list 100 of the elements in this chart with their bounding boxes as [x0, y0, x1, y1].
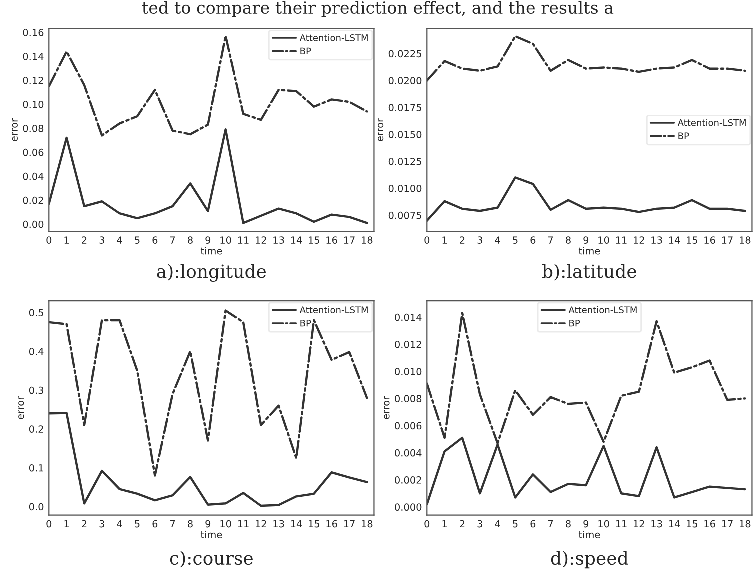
y-tick-label: 0.010: [395, 368, 422, 376]
x-tick-label: 15: [687, 520, 698, 528]
y-tick-label: 0.004: [395, 449, 422, 457]
x-tick-label: 17: [722, 520, 733, 528]
x-tick-label: 3: [100, 236, 104, 244]
y-tick-label: 0.4: [29, 348, 44, 356]
x-tick-label: 14: [291, 236, 302, 244]
x-tick-label: 9: [206, 520, 211, 528]
x-tick-label: 5: [513, 236, 518, 244]
x-tick-label: 2: [460, 236, 465, 244]
y-axis-title: error: [378, 118, 384, 142]
y-tick-label: 0.06: [23, 148, 44, 156]
x-tick-label: 16: [704, 520, 716, 528]
y-axis-title: error: [12, 118, 18, 142]
x-tick-label: 16: [704, 236, 716, 244]
x-tick-label: 6: [152, 520, 158, 528]
line-series: [427, 176, 746, 222]
legend-label: BP: [678, 132, 690, 140]
y-tick-label: 0.0100: [388, 184, 422, 192]
x-tick-label: 13: [274, 236, 284, 244]
x-tick-label: 17: [722, 236, 733, 244]
legend-label: Attention-LSTM: [300, 306, 368, 314]
y-tick-label: 0.0200: [388, 77, 422, 85]
x-tick-label: 7: [170, 520, 176, 528]
x-tick-label: 7: [548, 520, 554, 528]
x-tick-label: 8: [188, 520, 193, 528]
x-tick-label: 7: [170, 236, 176, 244]
legend-label: BP: [300, 48, 312, 54]
x-tick-label: 17: [344, 236, 355, 244]
x-axis-title: time: [578, 530, 600, 538]
x-tick-label: 3: [100, 520, 104, 528]
x-tick-label: 1: [64, 520, 69, 528]
x-tick-label: 8: [566, 236, 571, 244]
x-tick-label: 5: [513, 520, 518, 528]
x-tick-label: 10: [220, 236, 232, 244]
y-tick-label: 0.04: [23, 172, 44, 180]
y-axis-title: error: [18, 396, 24, 420]
text: d):speed: [551, 551, 628, 569]
x-tick-label: 11: [616, 520, 627, 528]
x-axis-title: time: [200, 530, 222, 538]
x-tick-label: 3: [478, 236, 482, 244]
x-tick-label: 18: [362, 236, 373, 244]
y-tick-label: 0.2: [29, 426, 44, 433]
x-tick-label: 13: [652, 236, 662, 244]
line-series: [49, 128, 368, 224]
x-axis-title: time: [200, 247, 222, 255]
legend-label: Attention-LSTM: [568, 306, 637, 314]
x-tick-label: 16: [326, 520, 338, 528]
x-tick-label: 11: [238, 236, 249, 244]
x-tick-label: 18: [740, 520, 751, 528]
y-tick-label: 0.008: [395, 395, 422, 403]
y-tick-label: 0.00: [23, 220, 44, 228]
y-tick-label: 0.006: [395, 422, 422, 430]
text: ted to compare their prediction effect, and the results a: [142, 1, 614, 18]
x-tick-label: 17: [344, 520, 355, 528]
x-tick-label: 6: [530, 520, 536, 528]
x-tick-label: 4: [117, 520, 122, 528]
x-tick-label: 1: [442, 520, 448, 528]
x-tick-label: 1: [442, 236, 448, 244]
y-tick-label: 0.002: [395, 476, 422, 484]
x-tick-label: 12: [256, 236, 266, 244]
y-tick-label: 0.0175: [388, 104, 422, 112]
y-tick-label: 0.014: [395, 314, 422, 322]
x-tick-label: 7: [548, 236, 554, 244]
x-tick-label: 0: [424, 520, 430, 528]
x-tick-label: 14: [669, 520, 680, 528]
y-tick-label: 0.0225: [388, 50, 422, 58]
x-tick-label: 12: [634, 236, 644, 244]
x-tick-label: 13: [274, 520, 284, 528]
x-tick-label: 10: [598, 520, 610, 528]
y-tick-label: 0.0150: [388, 131, 422, 138]
x-tick-label: 18: [362, 520, 373, 528]
legend-label: BP: [300, 320, 312, 327]
x-tick-label: 15: [687, 236, 698, 244]
y-axis-title: error: [384, 396, 390, 420]
x-tick-label: 9: [584, 520, 589, 528]
text: c):course: [170, 551, 253, 568]
x-tick-label: 4: [495, 520, 500, 528]
x-tick-label: 9: [206, 236, 211, 244]
x-tick-label: 0: [46, 520, 52, 528]
x-tick-label: 2: [82, 520, 87, 528]
x-tick-label: 18: [740, 236, 751, 244]
x-tick-label: 16: [326, 236, 338, 244]
x-tick-label: 4: [495, 236, 500, 244]
x-tick-label: 9: [584, 236, 589, 244]
x-tick-label: 1: [64, 236, 69, 244]
line-series: [427, 35, 746, 82]
x-tick-label: 6: [530, 236, 536, 244]
x-tick-label: 10: [220, 520, 232, 528]
x-tick-label: 11: [616, 236, 627, 244]
y-tick-label: 0.012: [395, 340, 422, 348]
text: b):latitude: [542, 264, 636, 281]
x-tick-label: 12: [634, 520, 644, 528]
x-tick-label: 14: [669, 236, 680, 244]
x-tick-label: 8: [188, 236, 193, 244]
y-tick-label: 0.14: [23, 53, 44, 60]
x-tick-label: 11: [238, 520, 249, 528]
x-tick-label: 8: [566, 520, 571, 528]
legend-label: BP: [570, 320, 580, 327]
y-tick-label: 0.3: [29, 386, 44, 394]
